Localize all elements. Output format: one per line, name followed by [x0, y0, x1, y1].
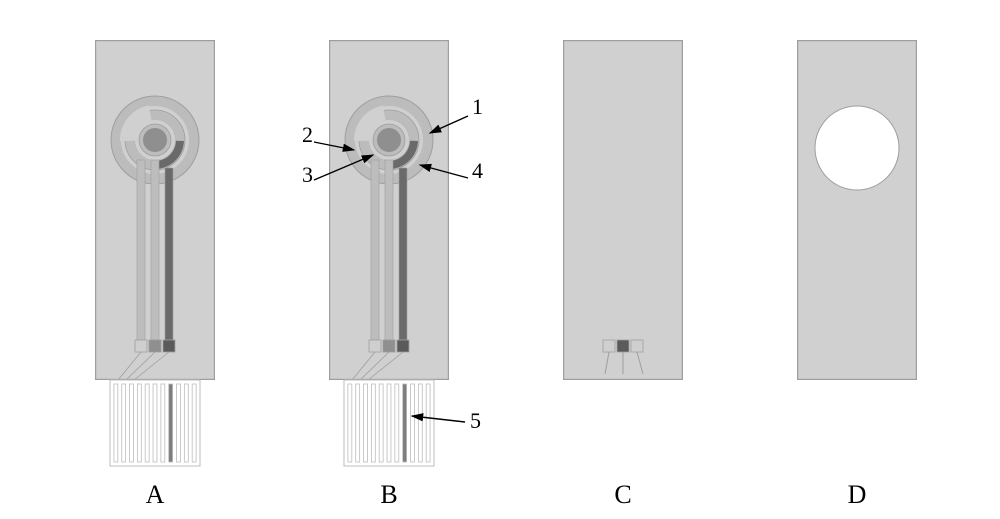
- strip-body: [798, 41, 917, 380]
- contact-pad: [163, 340, 175, 352]
- sensor-center-disc: [377, 128, 401, 152]
- trace-left: [371, 160, 379, 340]
- connector-pin: [192, 384, 196, 462]
- connector-pin: [395, 384, 399, 462]
- callout-label-5: 5: [470, 408, 481, 434]
- contact-pad: [603, 340, 615, 352]
- panel-a: [95, 40, 215, 480]
- contact-pad: [383, 340, 395, 352]
- connector-pin: [177, 384, 181, 462]
- connector-pin: [418, 384, 422, 462]
- contact-pad: [397, 340, 409, 352]
- strip-body: [564, 41, 683, 380]
- sensor-center-disc: [143, 128, 167, 152]
- connector-pin: [169, 384, 173, 462]
- connector-pin: [356, 384, 360, 462]
- connector-pin: [153, 384, 157, 462]
- cutout-circle: [815, 106, 899, 190]
- connector-pin: [387, 384, 391, 462]
- trace-mid: [385, 160, 393, 340]
- trace-right: [399, 168, 407, 340]
- panel-label-d: D: [842, 480, 872, 510]
- trace-right: [165, 168, 173, 340]
- contact-pad: [617, 340, 629, 352]
- connector-pin: [122, 384, 126, 462]
- connector-pin: [379, 384, 383, 462]
- panel-c: [563, 40, 683, 480]
- connector-pin: [426, 384, 430, 462]
- trace-mid: [151, 160, 159, 340]
- connector-pin: [137, 384, 141, 462]
- trace-left: [137, 160, 145, 340]
- callout-label-1: 1: [472, 94, 483, 120]
- panel-b: [329, 40, 449, 480]
- connector-pin: [403, 384, 407, 462]
- panel-label-a: A: [140, 480, 170, 510]
- panel-label-b: B: [374, 480, 404, 510]
- callout-label-3: 3: [302, 162, 313, 188]
- connector-pin: [411, 384, 415, 462]
- contact-pad: [135, 340, 147, 352]
- callout-label-4: 4: [472, 158, 483, 184]
- connector-pin: [130, 384, 134, 462]
- connector-pin: [114, 384, 118, 462]
- connector-pin: [145, 384, 149, 462]
- panel-label-c: C: [608, 480, 638, 510]
- connector-pin: [371, 384, 375, 462]
- connector-pin: [184, 384, 188, 462]
- callout-label-2: 2: [302, 122, 313, 148]
- contact-pad: [369, 340, 381, 352]
- connector-pin: [348, 384, 352, 462]
- panel-d: [797, 40, 917, 480]
- contact-pad: [631, 340, 643, 352]
- connector-pin: [161, 384, 165, 462]
- connector-pin: [364, 384, 368, 462]
- contact-pad: [149, 340, 161, 352]
